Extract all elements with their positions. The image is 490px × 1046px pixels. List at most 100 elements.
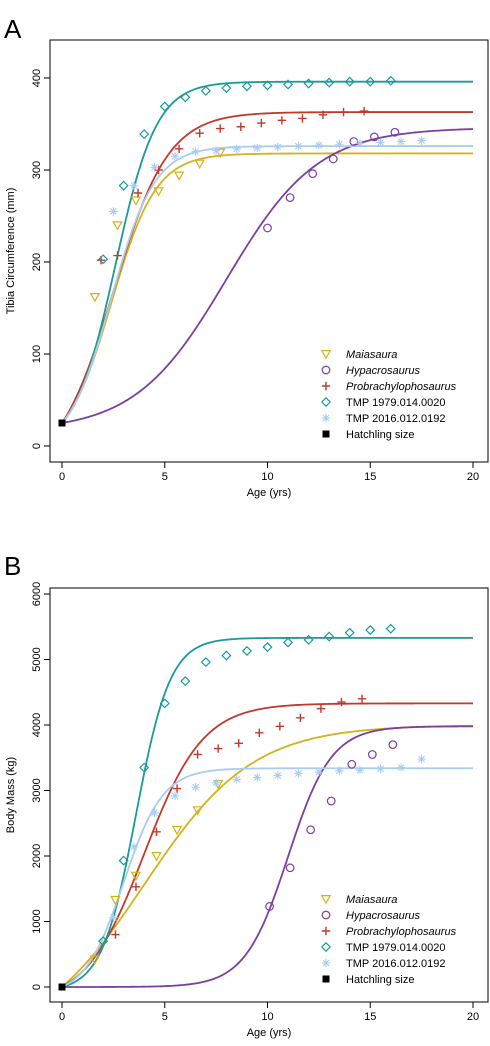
data-point-s1-p6 — [388, 740, 398, 750]
data-point-s4-p10-shape — [314, 767, 324, 777]
data-point-s4-p1-shape — [129, 842, 139, 852]
data-point-s2-p9-shape — [296, 713, 305, 722]
legend-marker-5-shape — [322, 975, 330, 983]
data-point-s2-p5-shape — [213, 744, 223, 753]
data-point-s5-p0-shape — [58, 983, 66, 991]
data-point-s2-p12 — [357, 694, 367, 703]
data-point-s4-p11 — [335, 766, 344, 776]
data-point-s4-p12 — [355, 139, 365, 148]
data-point-s2-p6 — [234, 739, 243, 748]
x-tick-label: 10 — [261, 1011, 273, 1023]
y-tick-label: 5000 — [31, 647, 43, 671]
legend-label-0: Maiasaura — [346, 349, 397, 361]
data-point-s2-p13 — [359, 106, 369, 116]
data-point-s0-p1-shape — [110, 895, 121, 906]
series-curve-1 — [62, 725, 474, 988]
data-point-s4-p6-shape — [232, 775, 241, 784]
data-point-s4-p5-shape — [211, 146, 221, 155]
legend-label-3: TMP 1979.014.0020 — [346, 942, 445, 954]
data-point-s4-p3 — [170, 791, 180, 800]
data-point-s4-p2-shape — [150, 808, 159, 817]
legend-marker-4-shape — [321, 413, 331, 423]
data-point-s2-p12 — [339, 107, 348, 117]
data-point-s3-p10-shape — [303, 634, 314, 645]
data-point-s1-p5-shape — [369, 132, 379, 142]
data-point-s4-p8-shape — [273, 771, 282, 780]
x-tick-label: 0 — [59, 471, 65, 483]
data-point-s0-p3 — [153, 187, 164, 197]
data-point-s4-p13-shape — [376, 138, 385, 147]
legend-label-4: TMP 2016.012.0192 — [346, 413, 445, 425]
data-point-s3-p11-shape — [324, 77, 335, 88]
data-point-s4-p6 — [232, 775, 241, 784]
data-point-s3-p6 — [221, 650, 232, 661]
legend-marker-2 — [321, 381, 331, 391]
legend-label-3: TMP 1979.014.0020 — [346, 397, 445, 409]
data-point-s1-p0-shape — [263, 223, 272, 233]
series-curve-3 — [61, 636, 473, 988]
legend-label-5: Hatchling size — [346, 429, 414, 441]
data-point-s0-p0 — [89, 955, 101, 965]
data-point-s4-p4 — [191, 147, 200, 156]
data-point-s0-p5-shape — [192, 806, 203, 816]
data-point-s2-p5-shape — [195, 129, 204, 138]
data-point-s4-p7 — [253, 773, 262, 782]
x-axis-title: Age (yrs) — [247, 487, 292, 499]
data-point-s3-p8 — [262, 80, 273, 91]
data-point-s3-p11 — [324, 631, 335, 642]
plot-frame — [49, 39, 489, 463]
data-point-s2-p5 — [195, 129, 204, 138]
data-point-s0-p1 — [112, 221, 123, 231]
data-point-s3-p7-shape — [241, 645, 252, 657]
data-point-s1-p3 — [328, 154, 338, 164]
data-point-s3-p7-shape — [241, 81, 252, 92]
legend-marker-3-shape — [320, 396, 332, 408]
y-tick-label: 4000 — [31, 713, 43, 737]
data-point-s4-p10 — [314, 140, 324, 150]
legend-marker-0 — [320, 350, 332, 360]
data-point-s2-p1-shape — [131, 882, 141, 891]
data-point-s3-p5 — [200, 657, 211, 668]
data-point-s1-p5 — [369, 132, 379, 142]
data-point-s3-p2 — [139, 762, 150, 773]
data-point-s4-p13-shape — [376, 764, 385, 774]
data-point-s4-p1 — [129, 181, 139, 190]
data-point-s3-p14-shape — [385, 623, 396, 634]
data-point-s2-p11-shape — [337, 697, 346, 707]
y-tick-label: 200 — [31, 253, 43, 271]
data-point-s4-p15 — [417, 754, 426, 764]
data-point-s4-p0 — [109, 913, 118, 922]
data-point-s2-p4 — [193, 750, 202, 759]
panel-b: B 0 5 10 15 20 0 1000 2000 3000 4000 5000 6000 Age (y… — [4, 551, 489, 1039]
data-point-s2-p7 — [236, 122, 245, 131]
data-point-s4-p11-shape — [335, 766, 344, 776]
data-point-s3-p6 — [221, 83, 232, 94]
legend-label-0: Maiasaura — [346, 894, 397, 906]
data-point-s0-p2 — [130, 196, 142, 206]
data-point-s2-p6-shape — [216, 124, 225, 133]
data-point-s3-p13 — [365, 76, 376, 87]
x-tick-label: 15 — [364, 471, 376, 483]
data-point-s5-p0-shape — [58, 419, 66, 427]
legend-marker-0-shape — [320, 350, 332, 360]
data-point-s3-p3-shape — [159, 698, 170, 709]
data-point-s1-p6 — [390, 127, 400, 137]
data-point-s4-p5 — [211, 778, 221, 787]
y-tick-label: 100 — [31, 345, 43, 363]
data-point-s1-p1 — [285, 193, 295, 202]
data-point-s3-p5 — [200, 85, 211, 96]
x-tick-label: 20 — [467, 1011, 479, 1023]
data-point-s3-p1 — [118, 855, 129, 866]
data-point-s1-p6-shape — [390, 127, 400, 137]
data-point-s3-p10 — [303, 78, 314, 89]
data-point-s1-p5-shape — [367, 750, 377, 759]
data-point-s2-p2 — [133, 188, 143, 198]
legend-marker-4-shape — [321, 958, 331, 968]
y-tick-label: 0 — [31, 984, 43, 990]
data-point-s4-p11-shape — [335, 140, 344, 149]
data-point-s0-p1-shape — [112, 221, 123, 231]
data-point-s4-p15-shape — [417, 754, 426, 764]
data-point-s0-p4-shape — [171, 825, 183, 836]
data-point-s4-p7-shape — [253, 773, 262, 782]
plot-frame — [49, 587, 489, 1003]
